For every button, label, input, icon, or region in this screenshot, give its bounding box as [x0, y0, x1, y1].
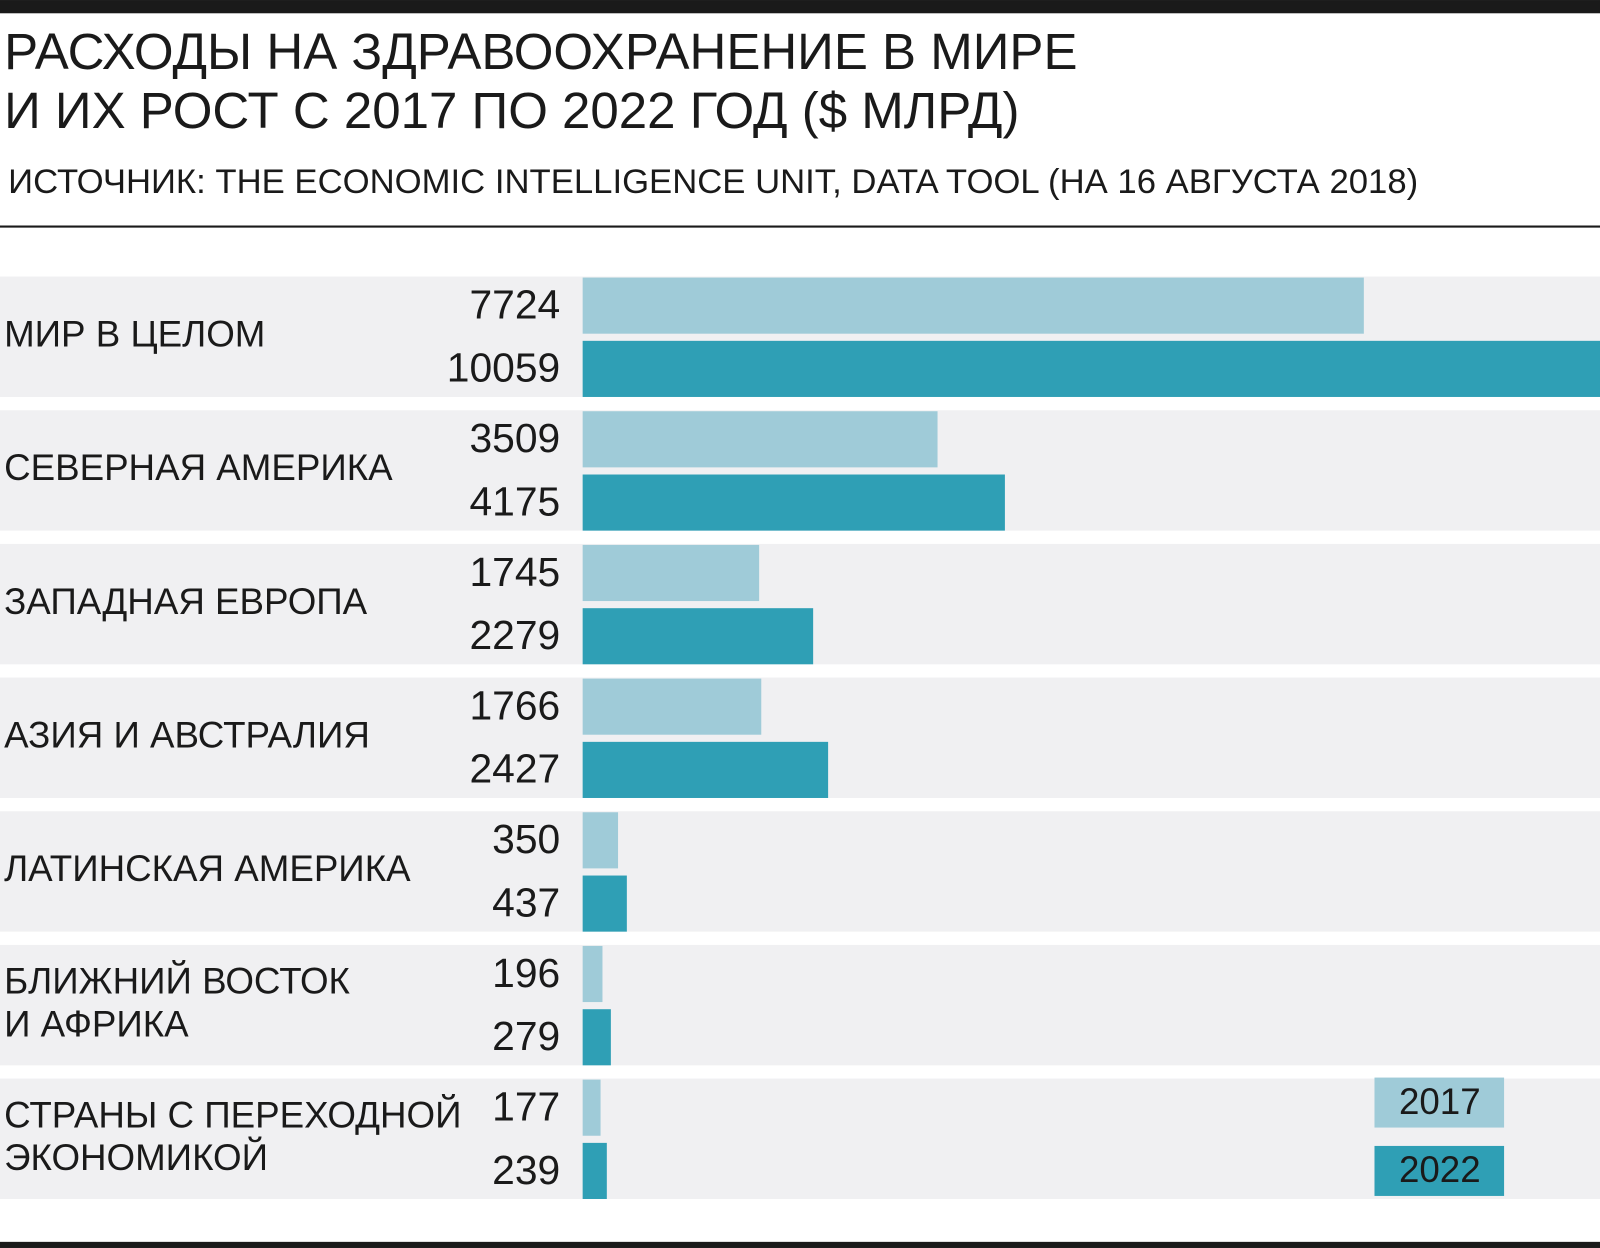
value-label: 239 [492, 1147, 560, 1193]
bar [582, 875, 627, 932]
category-label: СТРАНЫ С ПЕРЕХОДНОЙ ЭКОНОМИКОЙ [4, 1093, 461, 1178]
value-label: 7724 [469, 281, 560, 327]
top-rule [0, 0, 1600, 14]
category-label: АЗИЯ И АВСТРАЛИЯ [4, 714, 370, 755]
category-label: СЕВЕРНАЯ АМЕРИКА [4, 447, 393, 488]
bottom-rule [0, 1241, 1600, 1248]
category-label: ЛАТИНСКАЯ АМЕРИКА [4, 848, 411, 889]
value-label: 437 [492, 879, 560, 925]
legend-label: 2017 [1399, 1081, 1481, 1122]
bar [582, 1009, 611, 1066]
legend-label: 2022 [1399, 1149, 1481, 1190]
bar [582, 1142, 607, 1199]
bar [582, 678, 762, 735]
row-background [0, 811, 1600, 932]
bar [582, 277, 1364, 334]
chart-title: РАСХОДЫ НА ЗДРАВООХРАНЕНИЕ В МИРЕ И ИХ РО… [4, 24, 1077, 140]
legend-swatch [1374, 1077, 1505, 1128]
value-label: 196 [492, 950, 560, 996]
bar [582, 411, 938, 468]
bar [582, 1079, 601, 1136]
value-label: 1766 [469, 682, 560, 728]
bar [582, 340, 1600, 397]
row-background [0, 1078, 1600, 1199]
row-background [0, 944, 1600, 1066]
category-label: БЛИЖНИЙ ВОСТОК И АФРИКА [4, 959, 350, 1044]
value-label: 2427 [469, 746, 560, 792]
bar [582, 945, 603, 1003]
bar [582, 474, 1005, 531]
legend-swatch [1374, 1145, 1505, 1196]
value-label: 2279 [469, 612, 560, 658]
value-label: 1745 [469, 549, 560, 595]
bar [582, 608, 814, 665]
value-label: 3509 [469, 415, 560, 461]
chart-subtitle: ИСТОЧНИК: THE ECONOMIC INTELLIGENCE UNIT… [8, 163, 1418, 201]
bar [582, 812, 619, 869]
value-label: 350 [492, 816, 560, 862]
value-label: 4175 [469, 478, 560, 524]
category-label: МИР В ЦЕЛОМ [4, 313, 265, 354]
value-label: 10059 [447, 345, 560, 391]
bar [582, 741, 829, 798]
value-label: 279 [492, 1013, 560, 1059]
value-label: 177 [492, 1083, 560, 1129]
category-label: ЗАПАДНАЯ ЕВРОПА [4, 581, 368, 622]
bar [582, 544, 760, 602]
